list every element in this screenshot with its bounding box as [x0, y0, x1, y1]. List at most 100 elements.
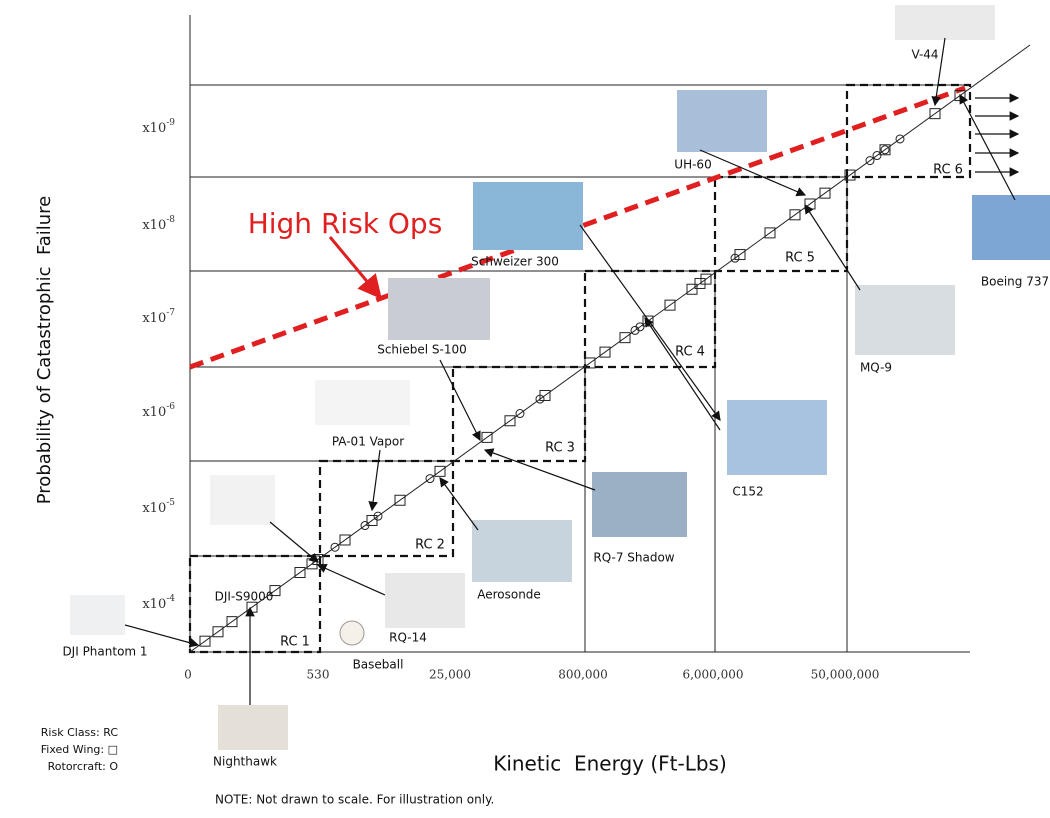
arrow — [699, 149, 807, 197]
image — [972, 195, 1050, 260]
fixed-wing-marker — [879, 144, 891, 156]
aircraft-label: Nighthawk — [213, 755, 277, 769]
image — [385, 573, 465, 628]
rotorcraft-marker — [635, 322, 645, 332]
y-tick-label: x10-9 — [142, 118, 175, 136]
rotorcraft-marker — [865, 156, 875, 166]
rotorcraft-marker — [425, 474, 435, 484]
fixed-wing-marker — [481, 431, 493, 443]
labels: Probability of Catastrophic Failure Kine… — [34, 48, 1049, 807]
x-axis-title: Kinetic Energy (Ft-Lbs) — [493, 752, 727, 776]
legend-entry: Risk Class: RC — [41, 726, 119, 739]
rotorcraft-marker — [373, 511, 383, 521]
aircraft-label: DJI-S9000 — [215, 590, 274, 604]
legend-entry: Fixed Wing: □ — [41, 743, 118, 756]
image — [677, 90, 767, 152]
fixed-wing-marker — [664, 299, 676, 311]
y-tick-exp: -8 — [166, 215, 175, 225]
aircraft-label: RQ-14 — [389, 631, 427, 645]
aircraft-label: DJI Phantom 1 — [62, 645, 147, 659]
image — [339, 620, 365, 646]
fixed-wing-marker — [339, 534, 351, 546]
risk-class-label: RC 3 — [545, 441, 575, 456]
rc-box — [713, 175, 849, 273]
arrow — [124, 624, 200, 648]
y-axis-title: Probability of Catastrophic Failure — [34, 196, 55, 504]
y-tick-base: x10 — [142, 597, 166, 612]
y-tick-exp: -9 — [166, 118, 175, 128]
arrow — [368, 449, 381, 512]
image — [895, 5, 995, 40]
image — [592, 472, 687, 537]
y-tick-label: x10-4 — [142, 594, 175, 612]
x-tick-label: 0 — [184, 668, 192, 682]
image — [473, 182, 583, 250]
aircraft-label: Schiebel S-100 — [377, 343, 467, 357]
aircraft-label: MQ-9 — [860, 361, 892, 375]
aircraft-label: PA-01 Vapor — [332, 435, 404, 449]
arrow — [804, 203, 861, 291]
rotorcraft-marker — [330, 542, 340, 552]
y-tick-exp: -4 — [166, 594, 175, 604]
high-risk-line — [189, 85, 966, 370]
rotorcraft-marker — [730, 253, 740, 263]
image — [388, 278, 490, 340]
y-tick-label: x10-8 — [142, 215, 175, 233]
y-tick-base: x10 — [142, 218, 166, 233]
fixed-wing-marker — [199, 635, 211, 647]
rc-box — [188, 554, 322, 654]
fixed-wing-marker — [686, 283, 698, 295]
high-risk-arrow — [328, 236, 382, 300]
fixed-wing-marker — [434, 465, 446, 477]
y-tick-base: x10 — [142, 121, 166, 136]
markers — [199, 90, 966, 647]
fixed-wing-marker — [764, 227, 776, 239]
aircraft-label: Schweizer 300 — [471, 255, 559, 269]
y-tick-exp: -5 — [166, 498, 175, 508]
fixed-wing-marker — [819, 187, 831, 199]
rotorcraft-marker — [535, 394, 545, 404]
rotorcraft-marker — [872, 151, 882, 161]
fixed-wing-marker — [504, 415, 516, 427]
image — [855, 285, 955, 355]
x-tick-label: 530 — [307, 668, 330, 682]
fixed-wing-marker — [226, 616, 238, 628]
arrow — [483, 448, 596, 491]
aircraft-label: RQ-7 Shadow — [593, 551, 674, 565]
x-tick-label: 6,000,000 — [682, 668, 743, 682]
leaders — [124, 37, 1016, 705]
high-risk-label: High Risk Ops — [248, 207, 443, 240]
legend-entry: Rotorcraft: O — [48, 760, 119, 773]
fixed-wing-marker — [619, 332, 631, 344]
image — [472, 520, 572, 582]
rc-box — [318, 459, 455, 558]
image — [70, 595, 125, 635]
aircraft-label: C152 — [732, 485, 763, 499]
risk-class-label: RC 6 — [933, 163, 963, 178]
rc-box — [583, 269, 717, 369]
output-arrows — [975, 93, 1020, 177]
fixed-wing-marker — [584, 357, 596, 369]
image — [315, 380, 410, 425]
y-tick-base: x10 — [142, 501, 166, 516]
x-tick-label: 25,000 — [429, 668, 471, 682]
y-tick-exp: -6 — [166, 402, 175, 412]
arrow — [439, 359, 481, 442]
rotorcraft-marker — [360, 521, 370, 531]
fixed-wing-marker — [700, 273, 712, 285]
y-tick-exp: -7 — [166, 308, 175, 318]
image — [218, 705, 288, 750]
rc-box — [845, 83, 972, 179]
aircraft-label: Baseball — [353, 658, 404, 672]
risk-class-label: RC 4 — [675, 345, 705, 360]
arrow — [579, 224, 721, 421]
fixed-wing-marker — [269, 585, 281, 597]
fixed-wing-marker — [694, 277, 706, 289]
arrow — [269, 521, 319, 563]
fixed-wing-marker — [789, 209, 801, 221]
arrow — [644, 317, 721, 431]
y-tick-label: x10-5 — [142, 498, 175, 516]
arrow — [959, 93, 1016, 201]
image — [727, 400, 827, 475]
